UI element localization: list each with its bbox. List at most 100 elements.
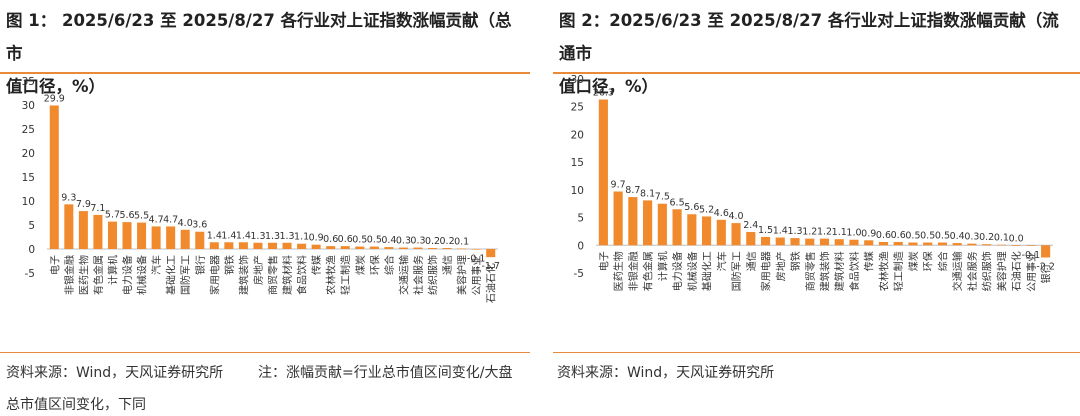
- bar-汽车: [716, 219, 726, 246]
- x-tick-label: 家用电器: [208, 255, 221, 295]
- figure-2-title-line1: 图 2：2025/6/23 至 2025/8/27 各行业对上证指数涨幅贡献（流…: [559, 11, 1059, 63]
- bar-石油石化: [1011, 245, 1021, 246]
- data-label: 0.9: [309, 233, 324, 244]
- figure-1-title: 图 1： 2025/6/23 至 2025/8/27 各行业对上证指数涨幅贡献（…: [6, 4, 524, 103]
- x-tick-label: 国防军工: [179, 255, 192, 295]
- y-tick-label: -5: [574, 268, 584, 280]
- data-label: 0.5: [935, 231, 950, 242]
- data-label: 5.2: [699, 204, 714, 215]
- bar-机械设备: [687, 214, 697, 246]
- bar-建筑装饰: [819, 238, 830, 246]
- x-tick-label: 基础化工: [165, 255, 178, 295]
- y-tick-label: 25: [571, 102, 584, 114]
- data-label: -0.1: [1022, 250, 1041, 261]
- figure-1-note-line2: 总市值区间变化，下同: [6, 397, 146, 413]
- data-label: 8.7: [625, 185, 640, 196]
- x-tick-label: 农林牧渔: [877, 251, 890, 291]
- bar-机械设备: [137, 222, 147, 249]
- bar-房地产: [775, 237, 785, 246]
- bar-计算机: [657, 203, 667, 246]
- bar-基础化工: [701, 216, 712, 246]
- data-label: 0.4: [381, 235, 396, 246]
- x-tick-label: 社会服务: [966, 251, 979, 291]
- data-label: 4.0: [178, 218, 193, 229]
- data-label: 1.3: [279, 231, 294, 242]
- x-tick-label: 煤炭: [907, 251, 920, 271]
- x-tick-label: 国防军工: [730, 251, 743, 291]
- bar-传媒: [864, 240, 874, 246]
- x-tick-label: 公用事业: [1025, 252, 1038, 292]
- x-tick-label: 公用事业: [470, 255, 483, 295]
- x-tick-label: 纺织服饰: [981, 251, 994, 291]
- x-tick-label: 医药生物: [77, 255, 90, 295]
- bar-煤炭: [355, 246, 365, 249]
- x-tick-label: 商贸零售: [267, 255, 280, 295]
- bar-传媒: [311, 244, 321, 249]
- bar-电子: [598, 99, 608, 246]
- y-tick-label: 30: [571, 74, 584, 86]
- x-tick-label: 家用电器: [760, 251, 773, 291]
- y-tick-label: 0: [28, 244, 35, 256]
- x-tick-label: 石油石化: [485, 263, 498, 303]
- data-label: 6.5: [670, 197, 685, 208]
- bar-通信: [442, 248, 452, 249]
- x-tick-label: 建筑装饰: [237, 255, 250, 295]
- bar-商贸零售: [805, 238, 815, 246]
- data-label: 9.3: [61, 192, 76, 203]
- data-label: 0.1: [454, 237, 469, 248]
- data-label: 4.7: [149, 214, 164, 225]
- y-tick-label: 30: [22, 100, 35, 112]
- x-tick-label: 食品饮料: [296, 255, 309, 295]
- bar-商贸零售: [267, 242, 278, 249]
- data-label: 1.2: [802, 227, 817, 238]
- bar-公用事业: [1026, 245, 1036, 246]
- y-tick-label: 15: [22, 172, 35, 184]
- bar-国防军工: [731, 223, 741, 246]
- data-label: 4.6: [714, 208, 729, 219]
- bar-银行: [1041, 245, 1051, 258]
- data-label: 0.2: [979, 232, 994, 243]
- x-tick-label: 汽车: [715, 251, 728, 271]
- data-label: 26.3: [593, 88, 614, 99]
- figure-2-title: 图 2：2025/6/23 至 2025/8/27 各行业对上证指数涨幅贡献（流…: [559, 4, 1074, 103]
- x-tick-label: 有色金属: [92, 255, 105, 295]
- bar-家用电器: [209, 242, 219, 249]
- data-label: 1.4: [207, 230, 222, 241]
- bar-钢铁: [790, 238, 800, 246]
- data-label: 29.9: [44, 93, 65, 104]
- y-tick-label: 20: [22, 148, 35, 160]
- y-tick-label: 10: [22, 196, 35, 208]
- data-label: 0.3: [964, 232, 979, 243]
- data-label: 4.0: [728, 211, 743, 222]
- data-label: 0.5: [920, 231, 935, 242]
- x-tick-label: 非银金融: [627, 251, 640, 291]
- data-label: 0.5: [367, 235, 382, 246]
- bar-综合: [384, 247, 394, 249]
- x-tick-label: 商贸零售: [804, 251, 817, 291]
- bar-交通运输: [952, 243, 962, 246]
- data-label: 5.5: [134, 211, 149, 222]
- x-tick-label: 纺织服饰: [427, 255, 440, 295]
- data-label: 0.6: [338, 234, 353, 245]
- x-tick-label: 电力设备: [121, 255, 134, 295]
- bar-非银金融: [628, 197, 638, 246]
- bar-农林牧渔: [326, 246, 336, 249]
- figure-2-title-line2: 值口径，%）: [559, 77, 659, 96]
- data-label: 8.1: [640, 188, 655, 199]
- data-label: 3.6: [192, 220, 207, 231]
- x-tick-label: 计算机: [106, 255, 119, 285]
- bar-食品饮料: [849, 239, 859, 246]
- x-tick-label: 社会服务: [412, 255, 425, 295]
- bar-综合: [937, 242, 948, 246]
- bar-家用电器: [760, 236, 771, 246]
- x-tick-label: 综合: [936, 251, 949, 271]
- y-tick-label: 15: [571, 157, 584, 169]
- y-tick-label: 10: [571, 185, 584, 197]
- figure-2-bottom-rule: [553, 352, 1080, 353]
- bar-轻工制造: [893, 241, 903, 246]
- data-label: 1.3: [250, 231, 265, 242]
- bar-医药生物: [78, 211, 88, 249]
- bar-有色金属: [93, 214, 103, 249]
- bar-基础化工: [166, 226, 176, 249]
- y-tick-label: 35: [22, 76, 35, 88]
